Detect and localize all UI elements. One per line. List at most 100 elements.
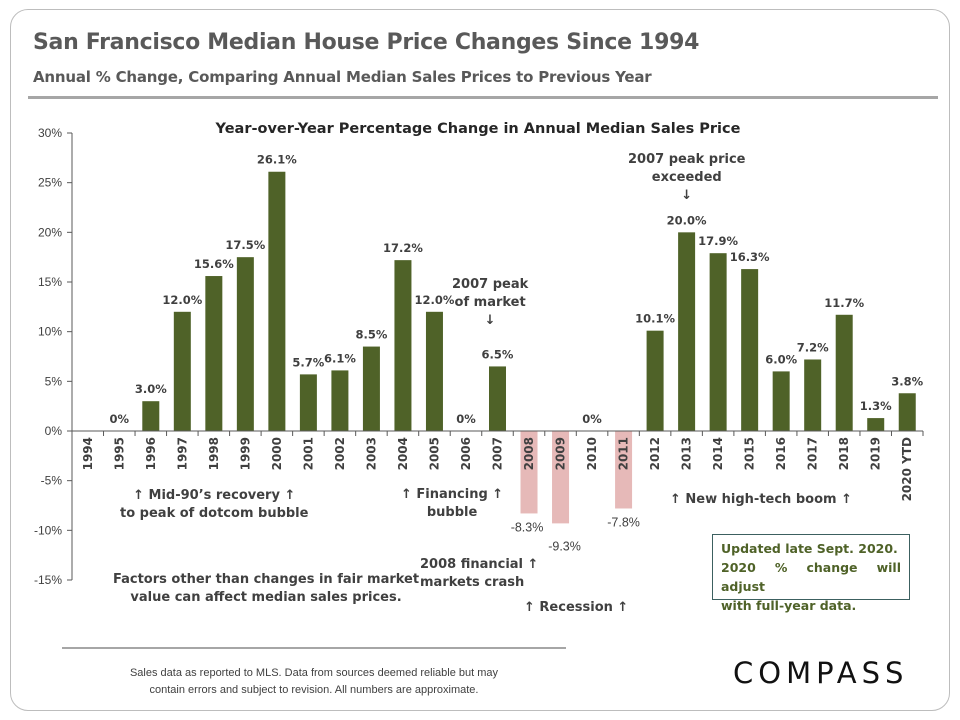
note-line: 2020 % change will adjust: [721, 560, 901, 594]
bar: [867, 418, 885, 431]
annotation-peak-exceeded: 2007 peak price exceeded ↓: [628, 151, 745, 205]
annotation-recession: ↑ Recession ↑: [524, 600, 629, 615]
x-tick-label: 2004: [396, 437, 410, 470]
bar: [615, 431, 633, 509]
x-tick-label: 2008: [522, 437, 536, 470]
y-tick-label: 20%: [38, 225, 62, 239]
annotation-line: bubble: [426, 505, 478, 520]
x-tick-label: 2009: [554, 437, 568, 470]
note-line: Updated late Sept. 2020.: [721, 541, 898, 556]
annotation-line: exceeded: [651, 170, 722, 185]
bar: [741, 269, 759, 431]
page-title: San Francisco Median House Price Changes…: [33, 30, 700, 55]
data-label: -7.8%: [607, 515, 640, 529]
y-tick-label: 0%: [45, 424, 63, 438]
y-tick-label: 25%: [38, 176, 62, 190]
y-tick-label: -10%: [34, 523, 62, 537]
bar: [236, 257, 254, 431]
data-label: 17.5%: [225, 238, 265, 252]
chart-title: Year-over-Year Percentage Change in Annu…: [215, 121, 741, 137]
bar: [394, 260, 412, 431]
data-label: 8.5%: [355, 328, 387, 342]
annotation-line: ↑ Mid-90’s recovery ↑: [133, 488, 296, 503]
bar: [709, 253, 727, 431]
title-divider: [28, 96, 938, 99]
y-tick-label: -5%: [41, 474, 63, 488]
data-label: 0%: [456, 412, 476, 426]
data-label: -9.3%: [548, 539, 581, 553]
bar: [142, 401, 160, 431]
annotation-2007-peak: 2007 peak of market ↓: [452, 276, 528, 330]
data-label: 6.1%: [324, 351, 356, 365]
footer-disclaimer: Sales data as reported to MLS. Data from…: [62, 665, 566, 699]
annotation-high-tech-boom: ↑ New high-tech boom ↑: [670, 492, 852, 507]
annotation-line: value can affect median sales prices.: [130, 590, 402, 605]
data-label: 15.6%: [194, 257, 234, 271]
x-tick-label: 1996: [144, 437, 158, 470]
annotation-factors: Factors other than changes in fair marke…: [113, 571, 419, 607]
annotation-line: of market: [454, 295, 526, 310]
down-arrow-icon: ↓: [484, 313, 496, 328]
annotation-line: Factors other than changes in fair marke…: [113, 572, 420, 587]
x-tick-label: 1995: [112, 437, 126, 470]
x-tick-label: 2011: [617, 437, 631, 470]
annotation-line: markets crash: [420, 575, 525, 590]
x-tick-label: 2015: [743, 437, 757, 470]
annotation-line: ↑ Financing ↑: [401, 487, 504, 502]
data-label: -8.3%: [511, 520, 544, 534]
x-tick-label: 2005: [427, 437, 441, 470]
x-tick-label: 2020 YTD: [900, 437, 914, 501]
bar: [646, 330, 664, 431]
bar: [173, 311, 191, 431]
x-tick-label: 2002: [333, 437, 347, 470]
bar: [268, 171, 286, 432]
annotation-line: 2008 financial ↑: [420, 557, 539, 572]
y-tick-label: -15%: [34, 573, 62, 587]
disclaimer-line: contain errors and subject to revision. …: [149, 684, 479, 696]
update-note-box: Updated late Sept. 2020. 2020 % change w…: [712, 534, 910, 613]
x-tick-label: 2010: [585, 437, 599, 470]
compass-logo: COMPASS: [733, 656, 909, 690]
footer-divider: [62, 647, 566, 649]
x-tick-label: 2018: [837, 437, 851, 470]
data-label: 17.9%: [698, 234, 738, 248]
chart-card: [10, 9, 950, 711]
disclaimer-line: Sales data as reported to MLS. Data from…: [129, 667, 499, 679]
bar: [205, 276, 223, 431]
data-label: 11.7%: [824, 296, 864, 310]
annotation-financing: ↑ Financing ↑ bubble: [401, 486, 503, 522]
down-arrow-icon: ↓: [681, 188, 693, 203]
annotation-crash: 2008 financial ↑ markets crash: [420, 556, 538, 592]
x-tick-label: 2003: [364, 437, 378, 470]
data-label: 17.2%: [383, 241, 423, 255]
y-tick-label: 10%: [38, 325, 62, 339]
bar: [552, 431, 570, 524]
bar: [772, 371, 790, 431]
x-tick-label: 2012: [648, 437, 662, 470]
annotation-line: 2007 peak: [452, 277, 529, 292]
note-line: with full-year data.: [721, 598, 857, 613]
x-tick-label: 2006: [459, 437, 473, 470]
data-label: 0%: [110, 412, 130, 426]
bar: [489, 366, 506, 431]
bar: [331, 370, 349, 431]
bar: [835, 314, 853, 431]
data-label: 12.0%: [162, 293, 202, 307]
y-tick-label: 5%: [45, 374, 63, 388]
data-label: 20.0%: [667, 213, 707, 227]
y-tick-label: 30%: [38, 126, 62, 140]
data-label: 5.7%: [292, 355, 324, 369]
data-label: 10.1%: [635, 312, 675, 326]
bar: [362, 346, 380, 431]
annotation-line: 2007 peak price: [628, 152, 746, 167]
bar: [678, 232, 696, 431]
x-tick-label: 2013: [680, 437, 694, 470]
x-tick-label: 1994: [81, 437, 95, 470]
x-tick-label: 2016: [774, 437, 788, 470]
bar: [299, 374, 317, 431]
x-tick-label: 2001: [301, 437, 315, 470]
x-tick-label: 1997: [175, 437, 189, 470]
data-label: 26.1%: [257, 153, 297, 167]
annotation-line: to peak of dotcom bubble: [120, 506, 309, 521]
